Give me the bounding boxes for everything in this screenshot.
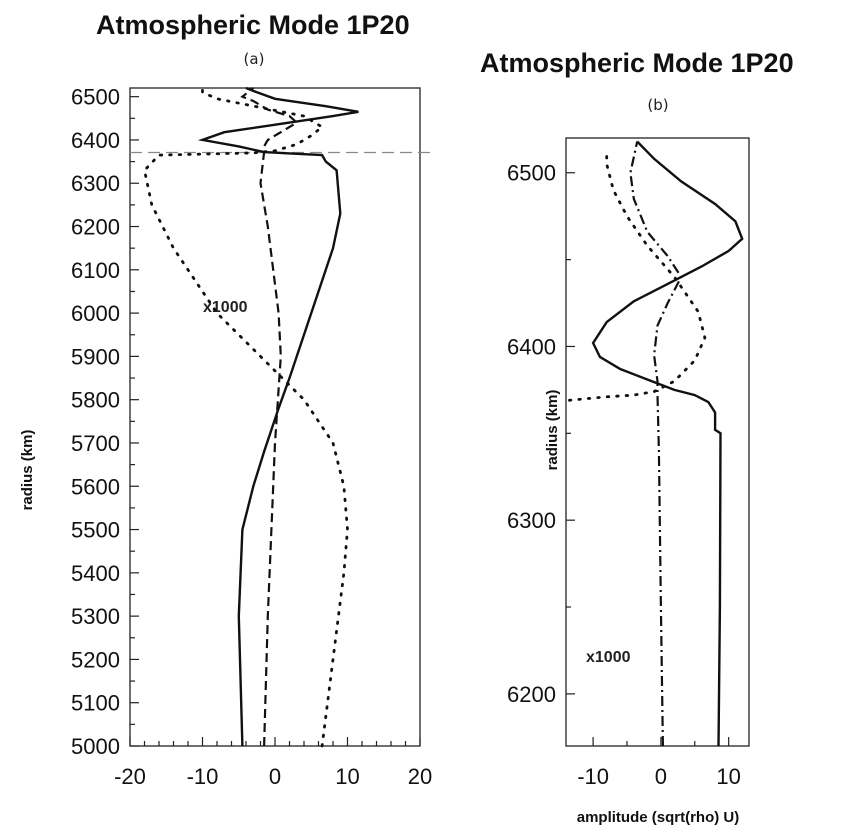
panel-a-series-dashed-line	[240, 87, 299, 747]
panel-a-x-tick-label: 20	[408, 764, 432, 789]
panel-b-y-tick-label: 6500	[507, 161, 556, 186]
panel-b-y-tick-label: 6200	[507, 682, 556, 707]
panel-a-y-tick-label: 6000	[71, 301, 120, 326]
panel-a-x-tick-label: -20	[114, 764, 146, 789]
panel-a-series-dotted-line	[142, 86, 349, 748]
panel-a-y-tick-label: 5500	[71, 518, 120, 543]
panel-a-y-tick-label: 5700	[71, 431, 120, 456]
panel-a-y-tick-label: 6100	[71, 258, 120, 283]
panel-b-y-tick-label: 6400	[507, 334, 556, 359]
panel-a-series-solid-line	[197, 86, 359, 747]
panel-a-y-tick-label: 6400	[71, 128, 120, 153]
panel-a-y-tick-label: 5000	[71, 734, 120, 759]
panel-a-y-tick-label: 5400	[71, 561, 120, 586]
panel-a-title: Atmospheric Mode 1P20	[96, 10, 410, 40]
panel-b-annotation: x1000	[586, 649, 631, 666]
panel-a-y-tick-label: 5300	[71, 604, 120, 629]
panel-b-plot-area: 6200 6300 6400 6500 -10 0 10	[507, 140, 744, 789]
panel-b-x-tick-label: 10	[716, 764, 740, 789]
panel-b-x-tick-label: 0	[655, 764, 667, 789]
panel-b-series-dashdot-line	[629, 141, 683, 747]
panel-b-plot-frame	[565, 137, 750, 747]
panel-b-title: Atmospheric Mode 1P20	[480, 48, 794, 78]
panel-a-y-tick-label: 5100	[71, 691, 120, 716]
panel-b-series-solid-line	[591, 140, 744, 747]
panel-b-label: (b)	[647, 96, 668, 114]
panel-a-y-tick-label: 5200	[71, 647, 120, 672]
panel-a-x-tick-label: -10	[187, 764, 219, 789]
panel-b-series-dotted-line	[568, 150, 707, 402]
panel-a-annotation: x1000	[203, 299, 248, 316]
panel-a-y-tick-label: 6300	[71, 171, 120, 196]
panel-a-y-tick-label: 5800	[71, 388, 120, 413]
panel-b-x-tick-label: -10	[577, 764, 609, 789]
panel-b-x-axis-title: amplitude (sqrt(rho) U)	[577, 809, 740, 826]
panel-a-plot-area: 5000 5100 5200 5300 5400 5500 5600 5700 5800 5900…	[71, 85, 436, 789]
panel-a-y-tick-label: 5600	[71, 474, 120, 499]
panel-a-y-tick-label: 6200	[71, 215, 120, 240]
panel-b-y-tick-label: 6300	[507, 508, 556, 533]
panel-a-y-axis-title: radius (km)	[19, 430, 36, 511]
panel-a-x-tick-label: 0	[269, 764, 281, 789]
panel-a-x-tick-label: 10	[335, 764, 359, 789]
panel-b-y-axis-title: radius (km)	[544, 390, 561, 471]
panel-a-label: (a)	[244, 50, 265, 68]
panel-a-y-tick-label: 6500	[71, 85, 120, 110]
panel-a-y-tick-label: 5900	[71, 344, 120, 369]
